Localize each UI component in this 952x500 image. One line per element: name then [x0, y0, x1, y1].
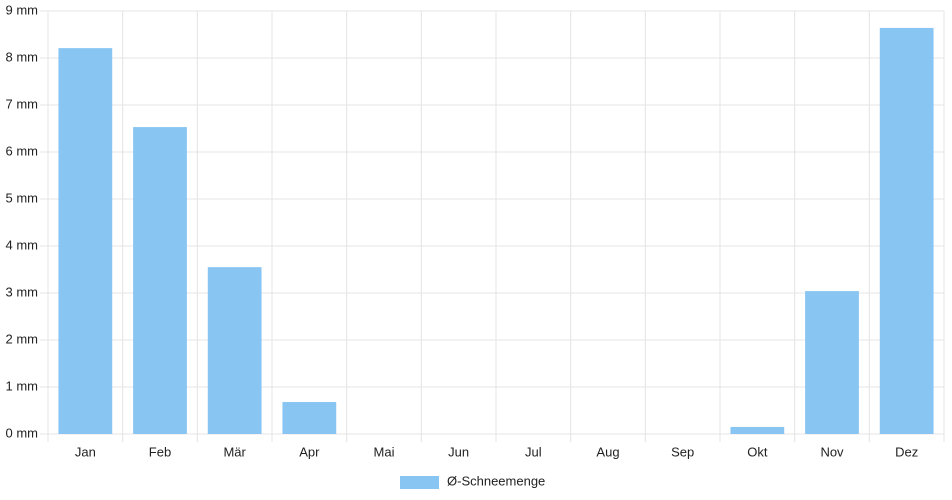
y-tick-label: 6 mm	[6, 143, 39, 158]
y-tick-label: 7 mm	[6, 96, 39, 111]
x-tick-label: Aug	[596, 444, 619, 459]
y-tick-label: 2 mm	[6, 331, 39, 346]
x-tick-label: Jan	[75, 444, 96, 459]
bar	[58, 48, 113, 434]
y-tick-label: 1 mm	[6, 378, 39, 393]
x-tick-label: Okt	[747, 444, 768, 459]
legend-label: Ø-Schneemenge	[447, 473, 545, 488]
x-tick-label: Mär	[223, 444, 246, 459]
bar	[133, 127, 187, 434]
x-tick-label: Nov	[820, 444, 844, 459]
bar	[879, 27, 934, 434]
x-tick-label: Feb	[149, 444, 171, 459]
y-tick-label: 0 mm	[6, 425, 39, 440]
bar	[282, 402, 337, 434]
x-tick-label: Mai	[374, 444, 395, 459]
y-tick-label: 5 mm	[6, 190, 39, 205]
x-tick-label: Jul	[525, 444, 542, 459]
x-tick-label: Jun	[448, 444, 469, 459]
y-tick-label: 4 mm	[6, 237, 39, 252]
x-tick-label: Apr	[299, 444, 320, 459]
bar	[730, 426, 785, 434]
y-tick-label: 3 mm	[6, 284, 39, 299]
bar	[207, 267, 262, 434]
legend-swatch	[400, 476, 439, 489]
y-tick-label: 8 mm	[6, 49, 39, 64]
y-tick-label: 9 mm	[6, 2, 39, 17]
x-tick-label: Sep	[671, 444, 694, 459]
bar	[805, 291, 859, 434]
x-tick-label: Dez	[895, 444, 918, 459]
